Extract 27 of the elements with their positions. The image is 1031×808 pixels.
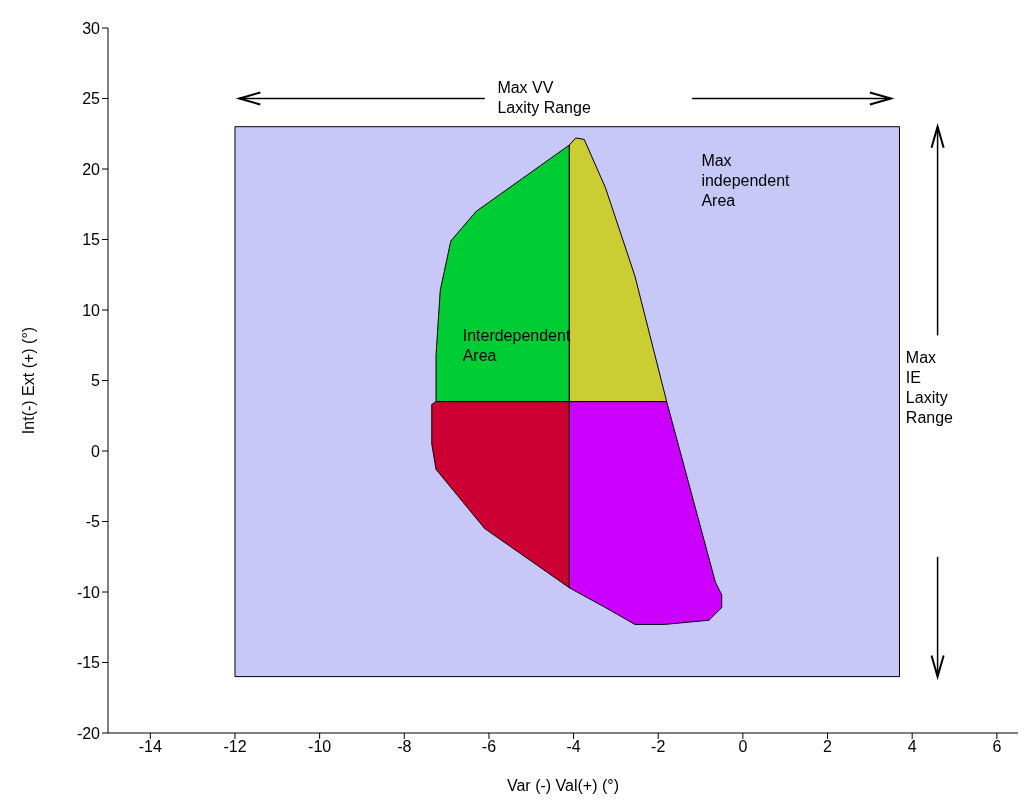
x-axis-title: Var (-) Val(+) (°) bbox=[506, 777, 620, 794]
x-tick-label: -4 bbox=[566, 738, 581, 756]
y-tick-label: 20 bbox=[82, 160, 101, 178]
x-tick-label: 0 bbox=[738, 738, 748, 756]
y-tick-label: -5 bbox=[85, 513, 101, 531]
x-tick-label: -14 bbox=[138, 738, 162, 756]
y-tick-label: 10 bbox=[82, 301, 101, 319]
y-tick-label: -15 bbox=[76, 654, 101, 672]
y-tick-label: -20 bbox=[76, 724, 101, 742]
x-tick-label: -2 bbox=[651, 738, 666, 756]
y-tick-label: 25 bbox=[82, 90, 101, 108]
x-tick-label: 2 bbox=[823, 738, 833, 756]
x-tick-label: -10 bbox=[308, 738, 332, 756]
annotation: Max independent Area bbox=[701, 152, 791, 210]
x-tick-label: -12 bbox=[223, 738, 247, 756]
y-tick-label: 0 bbox=[91, 442, 101, 460]
annotation: Max IE Laxity Range bbox=[905, 349, 954, 427]
y-tick-label: 30 bbox=[82, 19, 101, 37]
y-tick-label: -10 bbox=[76, 583, 101, 601]
x-tick-label: 4 bbox=[907, 738, 917, 756]
y-tick-label: 15 bbox=[82, 231, 101, 249]
y-tick-label: 5 bbox=[91, 372, 101, 390]
annotation: Max VV Laxity Range bbox=[497, 78, 591, 116]
x-tick-label: -6 bbox=[481, 738, 497, 756]
x-tick-label: 6 bbox=[992, 738, 1002, 756]
x-tick-label: -8 bbox=[397, 738, 412, 756]
y-axis-title: Int(-) Ext (+) (°) bbox=[19, 326, 37, 435]
